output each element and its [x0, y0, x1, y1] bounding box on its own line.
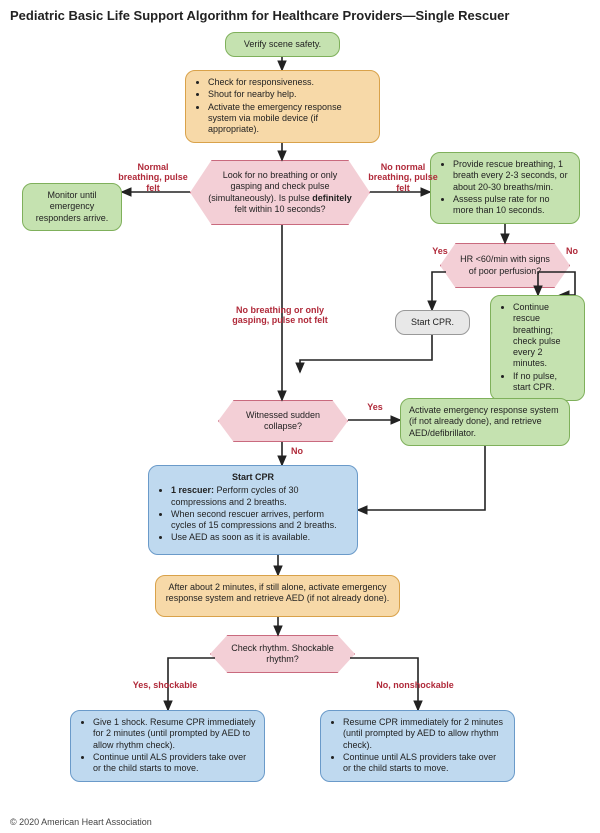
- bullet: Resume CPR immediately for 2 minutes (un…: [343, 717, 506, 751]
- bullet: Shout for nearby help.: [208, 89, 371, 100]
- bullet: Give 1 shock. Resume CPR immediately for…: [93, 717, 256, 751]
- step-n1: Verify scene safety.: [225, 32, 340, 57]
- step-title: Start CPR: [157, 472, 349, 483]
- bullet: Use AED as soon as it is available.: [171, 532, 349, 543]
- step-bullets: Continue rescue breathing; check pulse e…: [499, 302, 576, 393]
- edge-label: Yes: [360, 402, 390, 412]
- edge-label: Normal breathing, pulse felt: [118, 162, 188, 193]
- edge-label: No breathing or only gasping, pulse not …: [225, 305, 335, 326]
- step-bullets: 1 rescuer: Perform cycles of 30 compress…: [157, 485, 349, 543]
- edge-label: No: [285, 446, 309, 456]
- decision-text: Look for no breathing or only gasping an…: [208, 170, 352, 215]
- bullet: 1 rescuer: Perform cycles of 30 compress…: [171, 485, 349, 508]
- decision-n4: HR <60/min with signs of poor perfusion?: [440, 243, 570, 288]
- edge-label: Yes: [428, 246, 452, 256]
- bullet: Continue rescue breathing; check pulse e…: [513, 302, 576, 370]
- decision-n8: Check rhythm. Shockable rhythm?: [210, 635, 355, 673]
- bullet: Assess pulse rate for no more than 10 se…: [453, 194, 571, 217]
- step-n8Y: Give 1 shock. Resume CPR immediately for…: [70, 710, 265, 782]
- step-text: Activate emergency response system (if n…: [409, 405, 559, 438]
- page-title: Pediatric Basic Life Support Algorithm f…: [10, 8, 509, 23]
- edge-label: No: [560, 246, 584, 256]
- bullet: When second rescuer arrives, perform cyc…: [171, 509, 349, 532]
- step-text: After about 2 minutes, if still alone, a…: [166, 582, 390, 603]
- step-n7: After about 2 minutes, if still alone, a…: [155, 575, 400, 617]
- edge-label: No normal breathing, pulse felt: [368, 162, 438, 193]
- arrow: [300, 332, 432, 372]
- step-bullets: Give 1 shock. Resume CPR immediately for…: [79, 717, 256, 774]
- step-n3R: Provide rescue breathing, 1 breath every…: [430, 152, 580, 224]
- step-n8N: Resume CPR immediately for 2 minutes (un…: [320, 710, 515, 782]
- step-bullets: Resume CPR immediately for 2 minutes (un…: [329, 717, 506, 774]
- bullet: Check for responsiveness.: [208, 77, 371, 88]
- decision-n5: Witnessed sudden collapse?: [218, 400, 348, 442]
- step-bullets: Check for responsiveness.Shout for nearb…: [194, 77, 371, 135]
- bullet: Provide rescue breathing, 1 breath every…: [453, 159, 571, 193]
- step-n5Y: Activate emergency response system (if n…: [400, 398, 570, 446]
- edge-label: No, nonshockable: [370, 680, 460, 690]
- bullet: Activate the emergency response system v…: [208, 102, 371, 136]
- decision-text: HR <60/min with signs of poor perfusion?: [458, 254, 552, 277]
- decision-text: Witnessed sudden collapse?: [236, 410, 330, 433]
- decision-text: Check rhythm. Shockable rhythm?: [228, 643, 337, 666]
- decision-n3: Look for no breathing or only gasping an…: [190, 160, 370, 225]
- arrow: [358, 443, 485, 510]
- step-n2: Check for responsiveness.Shout for nearb…: [185, 70, 380, 143]
- step-n3L: Monitor until emergency responders arriv…: [22, 183, 122, 231]
- step-n4Y: Start CPR.: [395, 310, 470, 335]
- step-n4N: Continue rescue breathing; check pulse e…: [490, 295, 585, 401]
- step-text: Verify scene safety.: [244, 39, 321, 49]
- step-n6: Start CPR 1 rescuer: Perform cycles of 30…: [148, 465, 358, 555]
- bullet: Continue until ALS providers take over o…: [343, 752, 506, 775]
- edge-label: Yes, shockable: [130, 680, 200, 690]
- step-bullets: Provide rescue breathing, 1 breath every…: [439, 159, 571, 216]
- step-text: Monitor until emergency responders arriv…: [36, 190, 109, 223]
- bullet: If no pulse, start CPR.: [513, 371, 576, 394]
- step-text: Start CPR.: [411, 317, 454, 327]
- bullet: Continue until ALS providers take over o…: [93, 752, 256, 775]
- copyright-footer: © 2020 American Heart Association: [10, 817, 152, 827]
